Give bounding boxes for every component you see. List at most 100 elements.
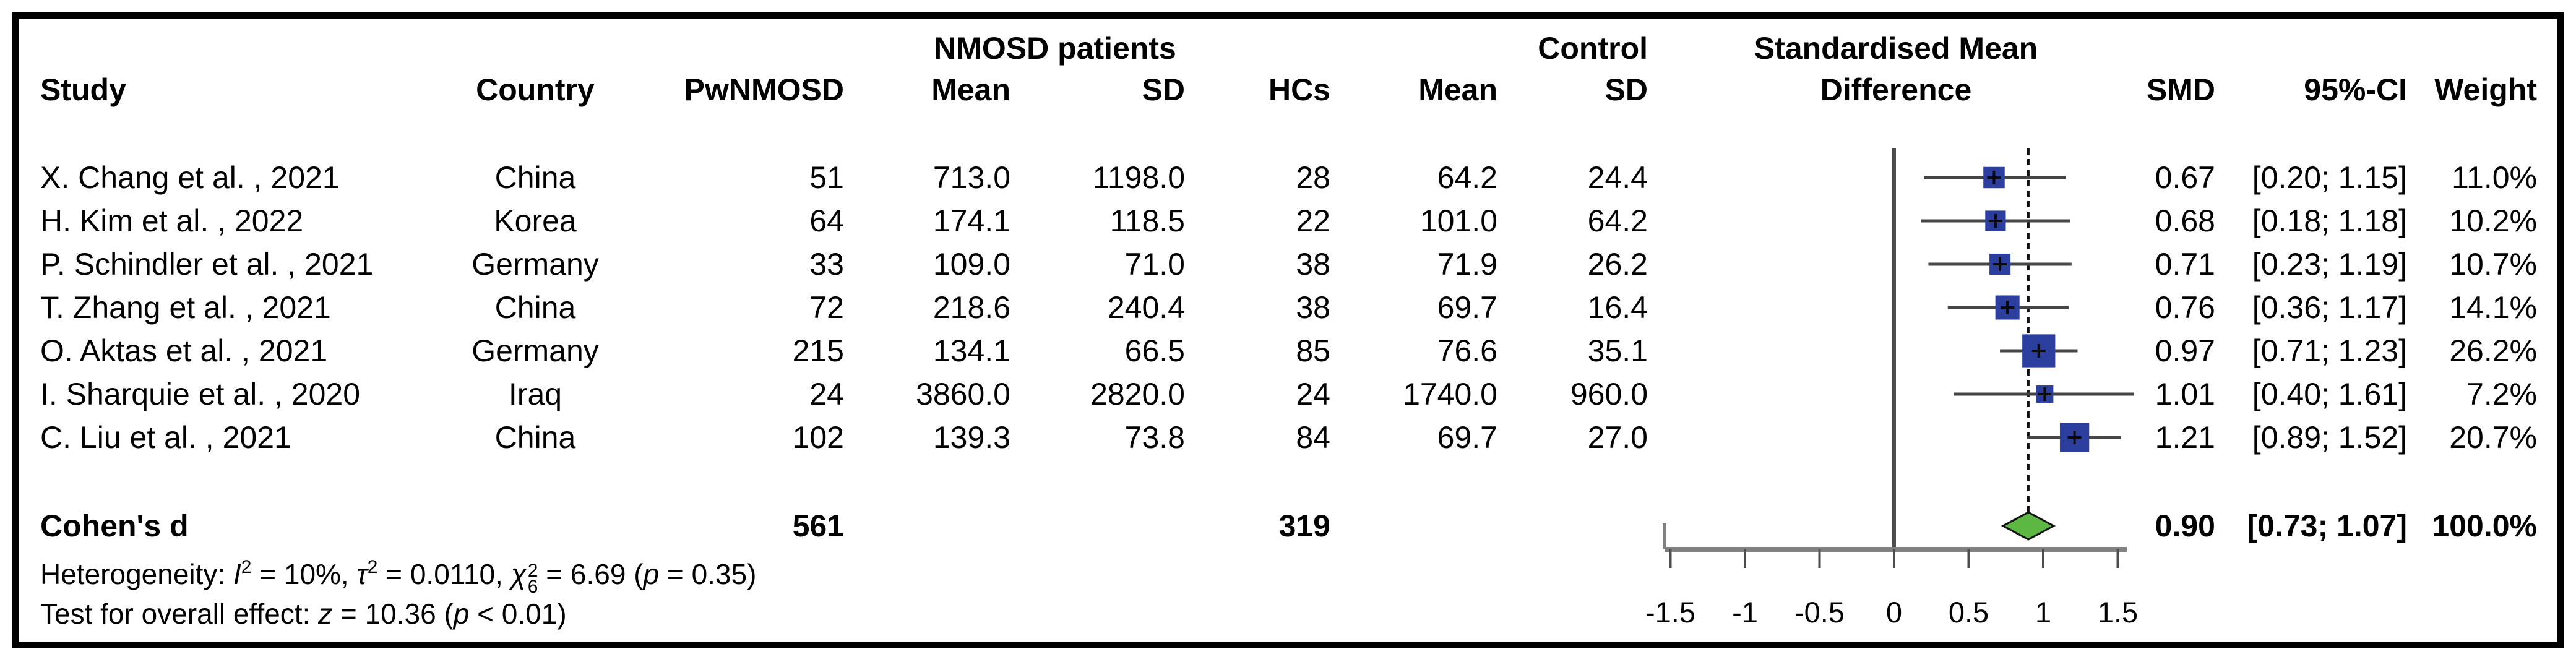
table-cell-nmosd-mean: 109.0	[933, 247, 1010, 282]
table-cell-study: C. Liu et al. , 2021	[40, 420, 291, 455]
table-cell-country: Germany	[472, 333, 599, 368]
table-cell-smd: 0.97	[2155, 333, 2215, 368]
table-cell-control-sd: 64.2	[1587, 204, 1648, 238]
table-cell-ci: [0.71; 1.23]	[2252, 333, 2407, 368]
table-cell-control-sd: 24.4	[1587, 160, 1648, 195]
table-cell-control-mean: 69.7	[1437, 420, 1497, 455]
header-pwnmosd: PwNMOSD	[684, 72, 844, 107]
figure-border-frame	[12, 12, 2564, 648]
table-cell-weight: 20.7%	[2449, 420, 2537, 455]
summary-smd: 0.90	[2155, 509, 2215, 543]
table-cell-control-mean: 64.2	[1437, 160, 1497, 195]
table-cell-nmosd-sd: 1198.0	[1092, 160, 1185, 195]
table-cell-nmosd-mean: 174.1	[933, 204, 1010, 238]
table-cell-nmosd-mean: 218.6	[933, 290, 1010, 325]
table-cell-control-sd: 27.0	[1587, 420, 1648, 455]
table-cell-weight: 14.1%	[2449, 290, 2537, 325]
table-cell-study: X. Chang et al. , 2021	[40, 160, 340, 195]
table-cell-nmosd-sd: 71.0	[1124, 247, 1185, 282]
summary-weight: 100.0%	[2432, 509, 2537, 543]
table-cell-nmosd-mean: 3860.0	[916, 377, 1010, 411]
table-cell-study: P. Schindler et al. , 2021	[40, 247, 374, 282]
table-cell-nmosd-mean: 139.3	[933, 420, 1010, 455]
table-cell-nmosd-sd: 240.4	[1107, 290, 1185, 325]
table-cell-weight: 26.2%	[2449, 333, 2537, 368]
table-cell-weight: 10.2%	[2449, 204, 2537, 238]
axis-tick-label: 1.5	[2097, 596, 2139, 629]
table-cell-smd: 0.76	[2155, 290, 2215, 325]
table-cell-nmosd-mean: 134.1	[933, 333, 1010, 368]
table-cell-control-mean: 71.9	[1437, 247, 1497, 282]
summary-hcs-total: 319	[1278, 509, 1330, 543]
table-cell-weight: 7.2%	[2466, 377, 2537, 411]
table-cell-country: Germany	[472, 247, 599, 282]
table-cell-control-sd: 26.2	[1587, 247, 1648, 282]
summary-pwnmosd-total: 561	[792, 509, 844, 543]
table-cell-hcs-n: 38	[1296, 247, 1330, 282]
table-cell-pwnmosd-n: 102	[792, 420, 844, 455]
table-cell-pwnmosd-n: 33	[809, 247, 844, 282]
table-cell-nmosd-sd: 73.8	[1124, 420, 1185, 455]
table-cell-weight: 11.0%	[2451, 160, 2537, 195]
axis-tick-label: 0.5	[1948, 596, 1989, 629]
overall-effect-note: Test for overall effect: z = 10.36 (p < …	[40, 598, 567, 630]
table-cell-control-mean: 69.7	[1437, 290, 1497, 325]
table-cell-hcs-n: 85	[1296, 333, 1330, 368]
table-cell-hcs-n: 28	[1296, 160, 1330, 195]
table-cell-study: O. Aktas et al. , 2021	[40, 333, 328, 368]
table-cell-nmosd-sd: 118.5	[1109, 204, 1185, 238]
table-cell-control-mean: 1740.0	[1403, 377, 1497, 411]
pooled-diamond	[2001, 511, 2056, 541]
table-cell-study: H. Kim et al. , 2022	[40, 204, 304, 238]
header-nmosd-patients-group: NMOSD patients	[934, 31, 1176, 66]
table-cell-ci: [0.20; 1.15]	[2252, 160, 2407, 195]
table-cell-control-mean: 76.6	[1437, 333, 1497, 368]
table-cell-hcs-n: 38	[1296, 290, 1330, 325]
table-cell-pwnmosd-n: 51	[809, 160, 844, 195]
table-cell-pwnmosd-n: 64	[809, 204, 844, 238]
table-cell-ci: [0.89; 1.52]	[2252, 420, 2407, 455]
header-country: Country	[476, 72, 595, 107]
header-smd-line2: Difference	[1820, 72, 1972, 107]
table-cell-control-mean: 101.0	[1419, 204, 1497, 238]
table-cell-country: China	[494, 420, 576, 455]
table-cell-control-sd: 16.4	[1587, 290, 1648, 325]
table-cell-smd: 0.68	[2155, 204, 2215, 238]
table-cell-smd: 0.67	[2155, 160, 2215, 195]
header-control-mean: Mean	[1418, 72, 1497, 107]
axis-tick-label: 1	[2035, 596, 2052, 629]
table-cell-nmosd-sd: 66.5	[1124, 333, 1185, 368]
axis-tick-label: -1	[1732, 596, 1758, 629]
table-cell-hcs-n: 22	[1296, 204, 1330, 238]
table-cell-country: China	[494, 160, 576, 195]
header-smd-line1: Standardised Mean	[1754, 31, 2038, 66]
summary-ci: [0.73; 1.07]	[2247, 509, 2407, 543]
axis-tick-label: 0	[1885, 596, 1903, 629]
table-cell-country: Korea	[494, 204, 577, 238]
table-cell-control-sd: 35.1	[1587, 333, 1648, 368]
table-cell-ci: [0.23; 1.19]	[2252, 247, 2407, 282]
table-cell-smd: 0.71	[2155, 247, 2215, 282]
table-cell-nmosd-sd: 2820.0	[1090, 377, 1185, 411]
axis-tick-label: -0.5	[1794, 596, 1845, 629]
header-nmosd-sd: SD	[1142, 72, 1185, 107]
header-hcs: HCs	[1268, 72, 1330, 107]
table-cell-hcs-n: 84	[1296, 420, 1330, 455]
header-ci: 95%-CI	[2304, 72, 2407, 107]
table-cell-smd: 1.21	[2155, 420, 2215, 455]
axis-tick-label: -1.5	[1645, 596, 1695, 629]
table-cell-hcs-n: 24	[1296, 377, 1330, 411]
summary-label: Cohen's d	[40, 509, 189, 543]
table-cell-pwnmosd-n: 215	[792, 333, 844, 368]
table-cell-ci: [0.18; 1.18]	[2252, 204, 2407, 238]
table-cell-nmosd-mean: 713.0	[933, 160, 1010, 195]
table-cell-pwnmosd-n: 24	[809, 377, 844, 411]
header-control-group: Control	[1538, 31, 1648, 66]
table-cell-country: China	[494, 290, 576, 325]
header-study: Study	[40, 72, 126, 107]
table-cell-ci: [0.36; 1.17]	[2252, 290, 2407, 325]
table-cell-study: I. Sharquie et al. , 2020	[40, 377, 361, 411]
table-cell-study: T. Zhang et al. , 2021	[40, 290, 331, 325]
